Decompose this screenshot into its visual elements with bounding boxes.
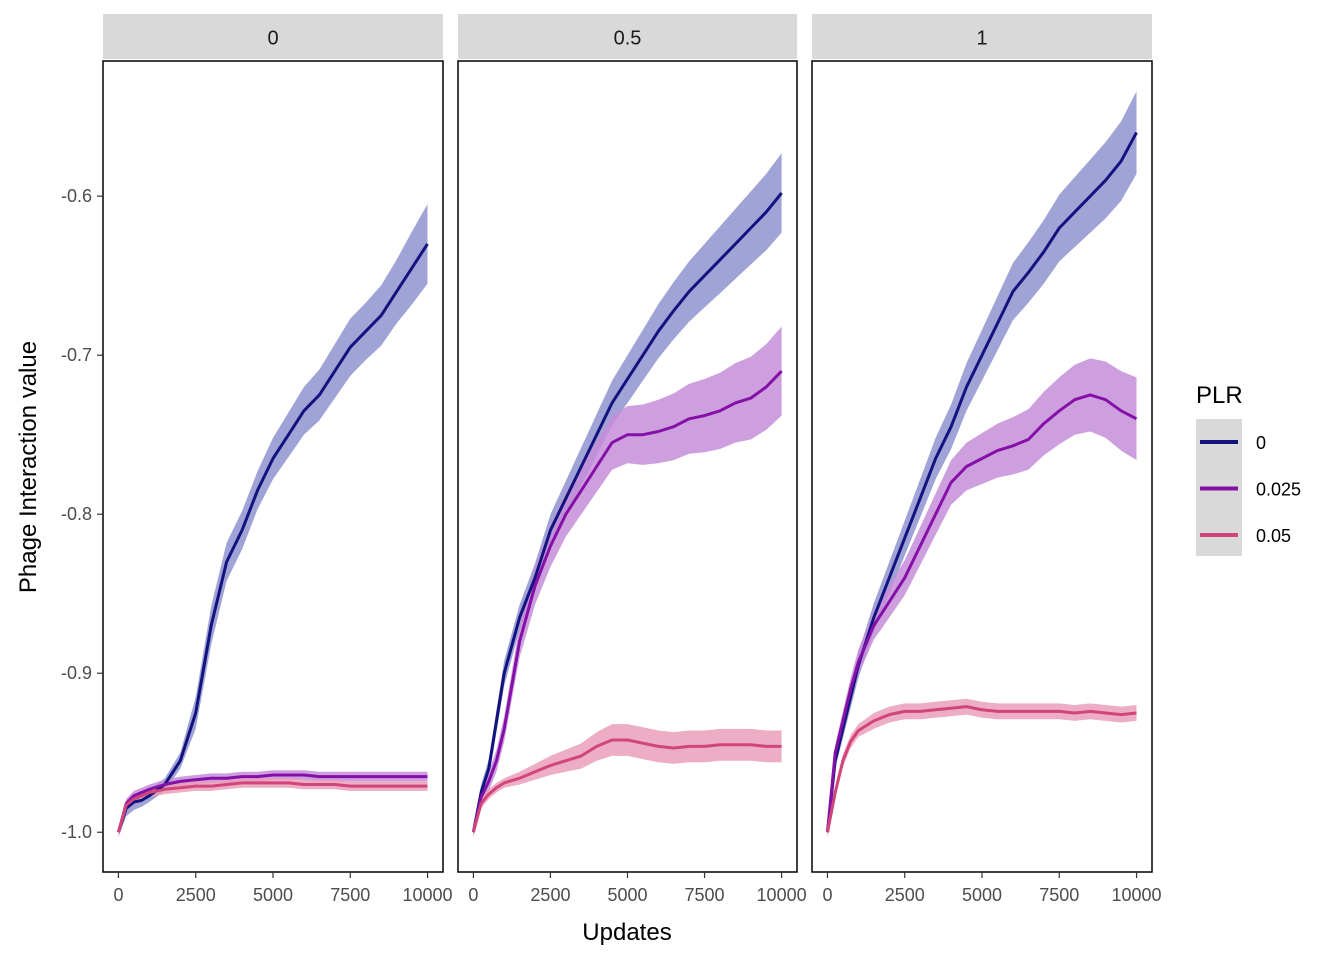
facet-strip [812, 14, 1152, 59]
confidence-ribbon-plr-0 [118, 204, 428, 838]
y-tick-label: -0.7 [61, 345, 92, 365]
facet-strip-label: 0.5 [614, 28, 642, 50]
series-line-plr-0.025 [117, 773, 428, 833]
y-axis-title: Phage Interaction value [15, 341, 42, 593]
series-line-plr-0 [117, 243, 429, 833]
legend-label: 0.05 [1256, 526, 1291, 546]
y-tick-label: -0.9 [61, 663, 92, 683]
x-tick-label: 2500 [885, 885, 925, 905]
confidence-ribbon-plr-0.025 [827, 358, 1137, 837]
facet-panel-0: 0 0 2500 5000 7500 10000 [102, 14, 453, 905]
legend-label: 0.025 [1256, 480, 1301, 500]
series-line-plr-0.05 [117, 781, 428, 833]
x-tick-label: 0 [468, 885, 478, 905]
x-axis-title: Updates [582, 919, 671, 946]
legend-entries: 0 0.025 0.05 [1200, 433, 1301, 546]
x-tick-label: 7500 [1039, 885, 1079, 905]
x-tick-label: 0 [113, 885, 123, 905]
series-line-plr-0.025 [826, 393, 1138, 833]
y-tick-label: -0.6 [61, 186, 92, 206]
x-tick-label: 5000 [253, 885, 293, 905]
y-axis: -1.0 -0.9 -0.8 -0.7 -0.6 [61, 186, 103, 842]
legend-label: 0 [1256, 433, 1266, 453]
facet-strip [103, 14, 443, 59]
series-line-plr-0.05 [826, 705, 1137, 833]
x-tick-label: 0 [822, 885, 832, 905]
series-line-plr-0 [471, 192, 783, 833]
facet-strip [458, 14, 797, 59]
x-tick-label: 7500 [330, 885, 370, 905]
confidence-ribbon-plr-0.05 [473, 724, 782, 837]
x-tick-label: 7500 [685, 885, 725, 905]
facet-panels: 0 0 2500 5000 7500 10000 0.5 0 2500 5000 7500 10000… [102, 14, 1162, 905]
y-tick-label: -0.8 [61, 504, 92, 524]
y-tick-label: -1.0 [61, 822, 92, 842]
facet-panel-1: 1 0 2500 5000 7500 10000 [811, 14, 1162, 905]
x-tick-label: 10000 [403, 885, 453, 905]
facet-strip-label: 0 [267, 28, 278, 50]
legend: PLR 0 0.025 0.05 [1196, 382, 1301, 556]
series-line-plr-0.025 [471, 370, 783, 833]
confidence-ribbon-plr-0 [473, 153, 782, 837]
x-tick-label: 2500 [530, 885, 570, 905]
legend-title: PLR [1196, 382, 1243, 409]
series-line-plr-0.05 [471, 738, 782, 833]
x-tick-label: 5000 [962, 885, 1002, 905]
x-tick-label: 2500 [176, 885, 216, 905]
x-tick-label: 5000 [607, 885, 647, 905]
facet-panel-0.5: 0.5 0 2500 5000 7500 10000 [457, 14, 807, 905]
x-tick-label: 10000 [1112, 885, 1162, 905]
confidence-ribbon-plr-0 [827, 91, 1137, 837]
confidence-ribbon-plr-0.05 [118, 778, 428, 836]
x-tick-label: 10000 [757, 885, 807, 905]
facet-strip-label: 1 [976, 28, 987, 50]
